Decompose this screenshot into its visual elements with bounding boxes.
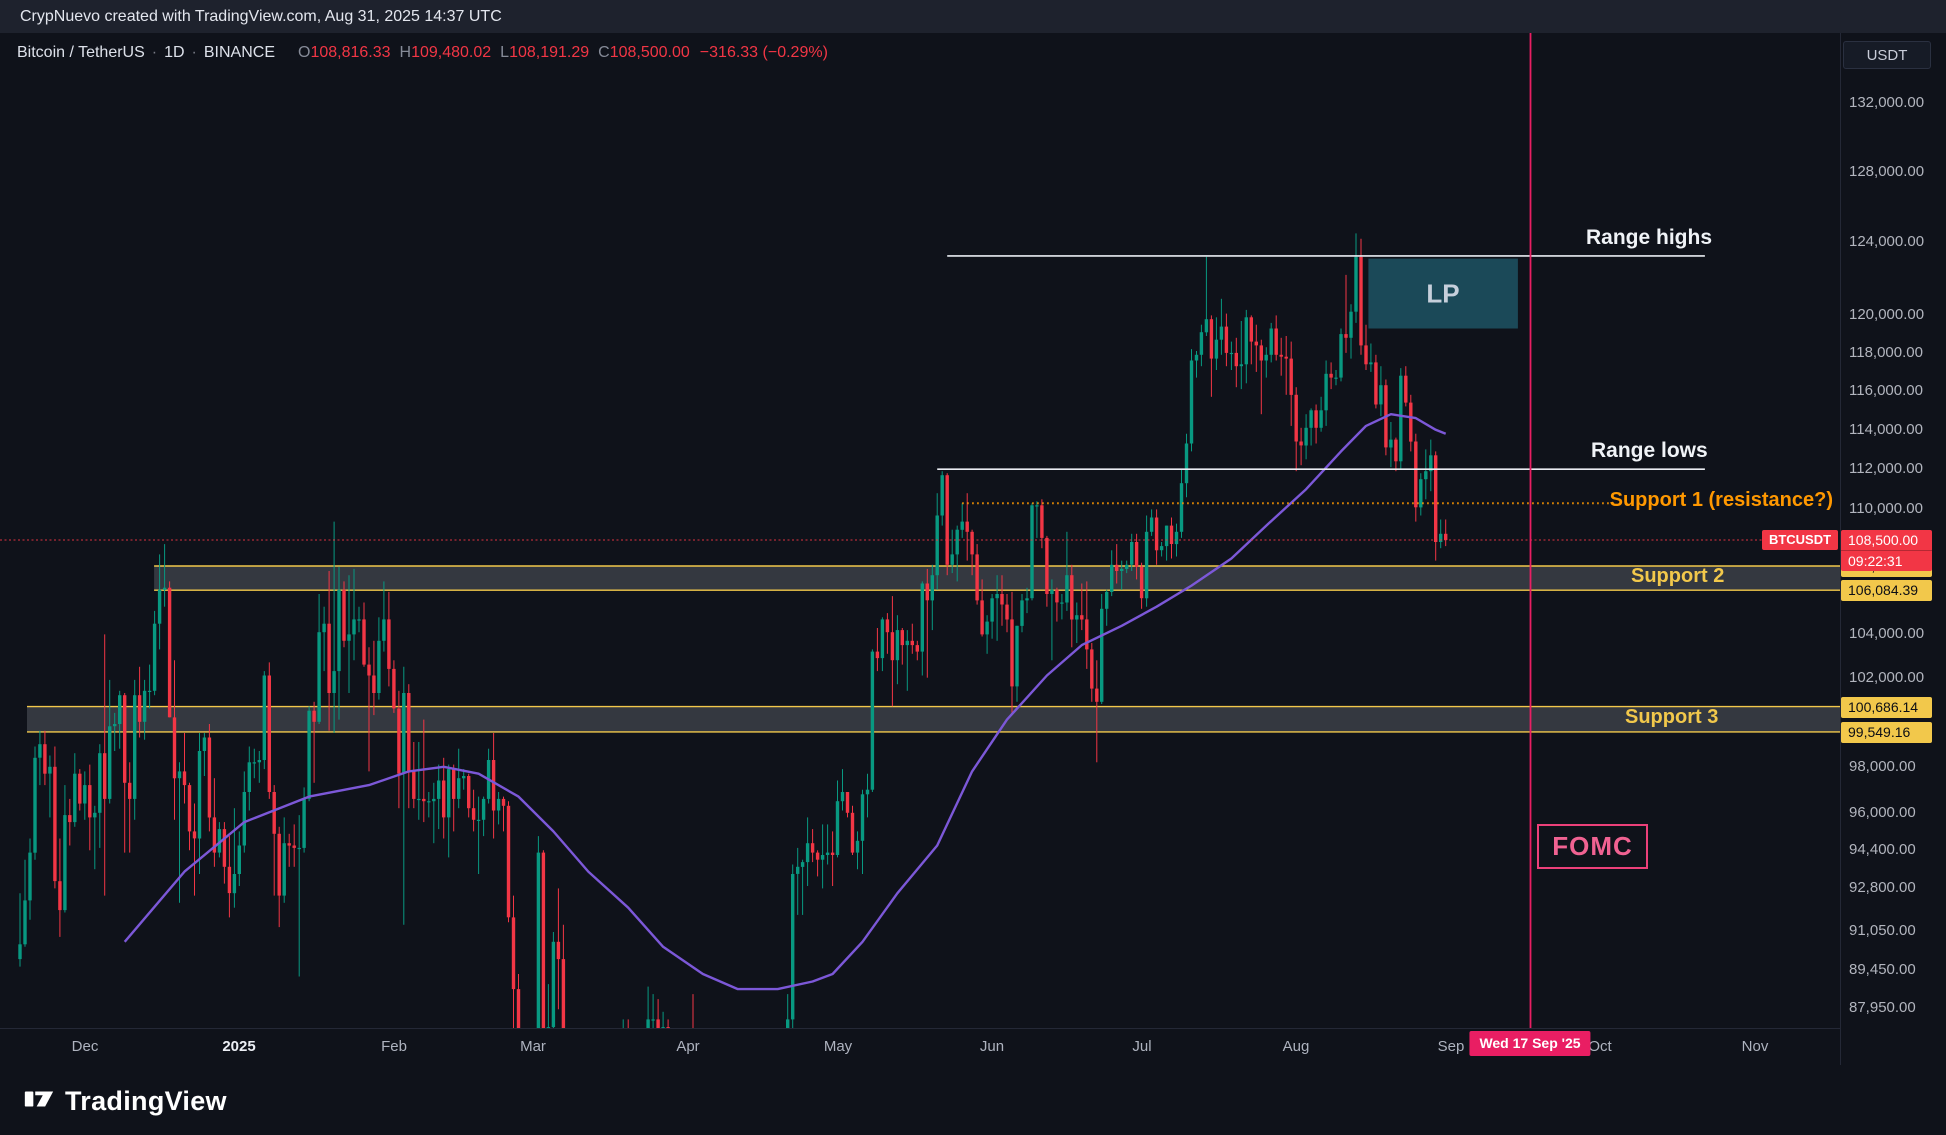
support1-label[interactable]: Support 1 (resistance?) [1609,489,1833,511]
price-tick: 94,400.00 [1849,841,1916,858]
time-axis-label: Nov [1741,1038,1769,1055]
level-price-badge: 99,549.16 [1841,722,1932,743]
symbol-name[interactable]: Bitcoin / TetherUS [17,44,145,61]
footer-bar: TradingView [0,1065,1946,1135]
price-tick: 128,000.00 [1849,163,1925,180]
support-band[interactable] [27,705,1840,733]
price-tick: 114,000.00 [1849,421,1923,438]
range-lows-label[interactable]: Range lows [1591,439,1708,462]
tradingview-brand[interactable]: TradingView [22,1082,227,1121]
symbol-header: Bitcoin / TetherUS · 1D · BINANCE O108,816.33… [17,44,828,66]
price-tick: 112,000.00 [1849,460,1923,477]
fomc-label: FOMC [1552,831,1633,861]
price-tick: 87,950.00 [1849,999,1916,1016]
lp-zone-label[interactable]: LP [1426,278,1460,309]
price-tick: 124,000.00 [1849,233,1925,250]
price-tick: 91,050.00 [1849,922,1916,939]
range-highs-label[interactable]: Range highs [1586,226,1713,249]
price-tick: 120,000.00 [1849,306,1925,323]
time-axis-label: Mar [520,1038,546,1055]
bar-countdown: 09:22:31 [1841,550,1932,571]
time-axis-label: Oct [1588,1038,1612,1055]
fomc-event-box[interactable]: FOMC [1537,824,1648,869]
time-axis-label: Feb [381,1038,407,1055]
time-axis-separator [0,1028,1840,1029]
event-date-badge[interactable]: Wed 17 Sep '25 [1469,1031,1591,1056]
ma-line[interactable] [123,413,1447,991]
price-axis[interactable]: USDT 132,000.00 128,000.00 124,000.00 120,0… [1841,33,1946,1065]
time-axis-label: Apr [676,1038,700,1055]
interval-label[interactable]: 1D [164,44,185,61]
support2-label[interactable]: Support 2 [1631,565,1725,587]
price-tick: 116,000.00 [1849,382,1923,399]
currency-button[interactable]: USDT [1843,41,1931,69]
time-axis-label: Jun [979,1038,1005,1055]
time-axis-label: 2025 [222,1038,256,1055]
time-axis-label: Sep [1437,1038,1465,1055]
last-price-badge: 108,500.00 09:22:31 [1841,530,1932,571]
change-value: −316.33 (−0.29%) [699,44,828,61]
support3-label[interactable]: Support 3 [1625,706,1719,728]
separator-dot: · [151,44,158,61]
price-tick: 98,000.00 [1849,758,1916,775]
low-value: 108,191.29 [509,44,590,61]
separator-dot: · [191,44,197,61]
high-key: H [399,44,412,61]
level-price-badge: 106,084.39 [1841,580,1932,601]
price-tick: 132,000.00 [1849,94,1925,111]
level-price-badge: 100,686.14 [1841,697,1932,718]
time-axis-label: Jul [1132,1038,1152,1055]
attribution-bar: CrypNuevo created with TradingView.com, … [0,0,1946,33]
low-key: L [500,44,510,61]
time-axis-label: Aug [1282,1038,1310,1055]
ohlc-readout: O108,816.33 H109,480.02 L108,191.29 C108,50… [289,44,690,61]
open-value: 108,816.33 [310,44,391,61]
lp-zone-box[interactable] [1368,258,1518,329]
tradingview-wordmark: TradingView [65,1086,227,1116]
candles-layer [18,233,1448,1028]
price-tick: 89,450.00 [1849,961,1916,978]
symbol-price-flag: BTCUSDT [1762,530,1838,550]
open-key: O [298,44,311,61]
exchange-label: BINANCE [203,44,275,61]
price-axis-separator [1840,33,1841,1065]
price-tick: 102,000.00 [1849,669,1925,686]
price-tick: 104,000.00 [1849,625,1925,642]
last-price-value: 108,500.00 [1848,532,1919,548]
close-value: 108,500.00 [609,44,690,61]
close-key: C [598,44,610,61]
price-tick: 96,000.00 [1849,804,1916,821]
tradingview-logo-icon [22,1082,56,1121]
time-axis-label: Dec [71,1038,99,1055]
price-pane-svg[interactable] [0,33,1840,1028]
price-tick: 110,000.00 [1849,500,1923,517]
attribution-text: CrypNuevo created with TradingView.com, … [20,8,502,25]
high-value: 109,480.02 [411,44,492,61]
time-axis-label: May [823,1038,853,1055]
price-tick: 118,000.00 [1849,344,1923,361]
price-tick: 92,800.00 [1849,879,1916,896]
